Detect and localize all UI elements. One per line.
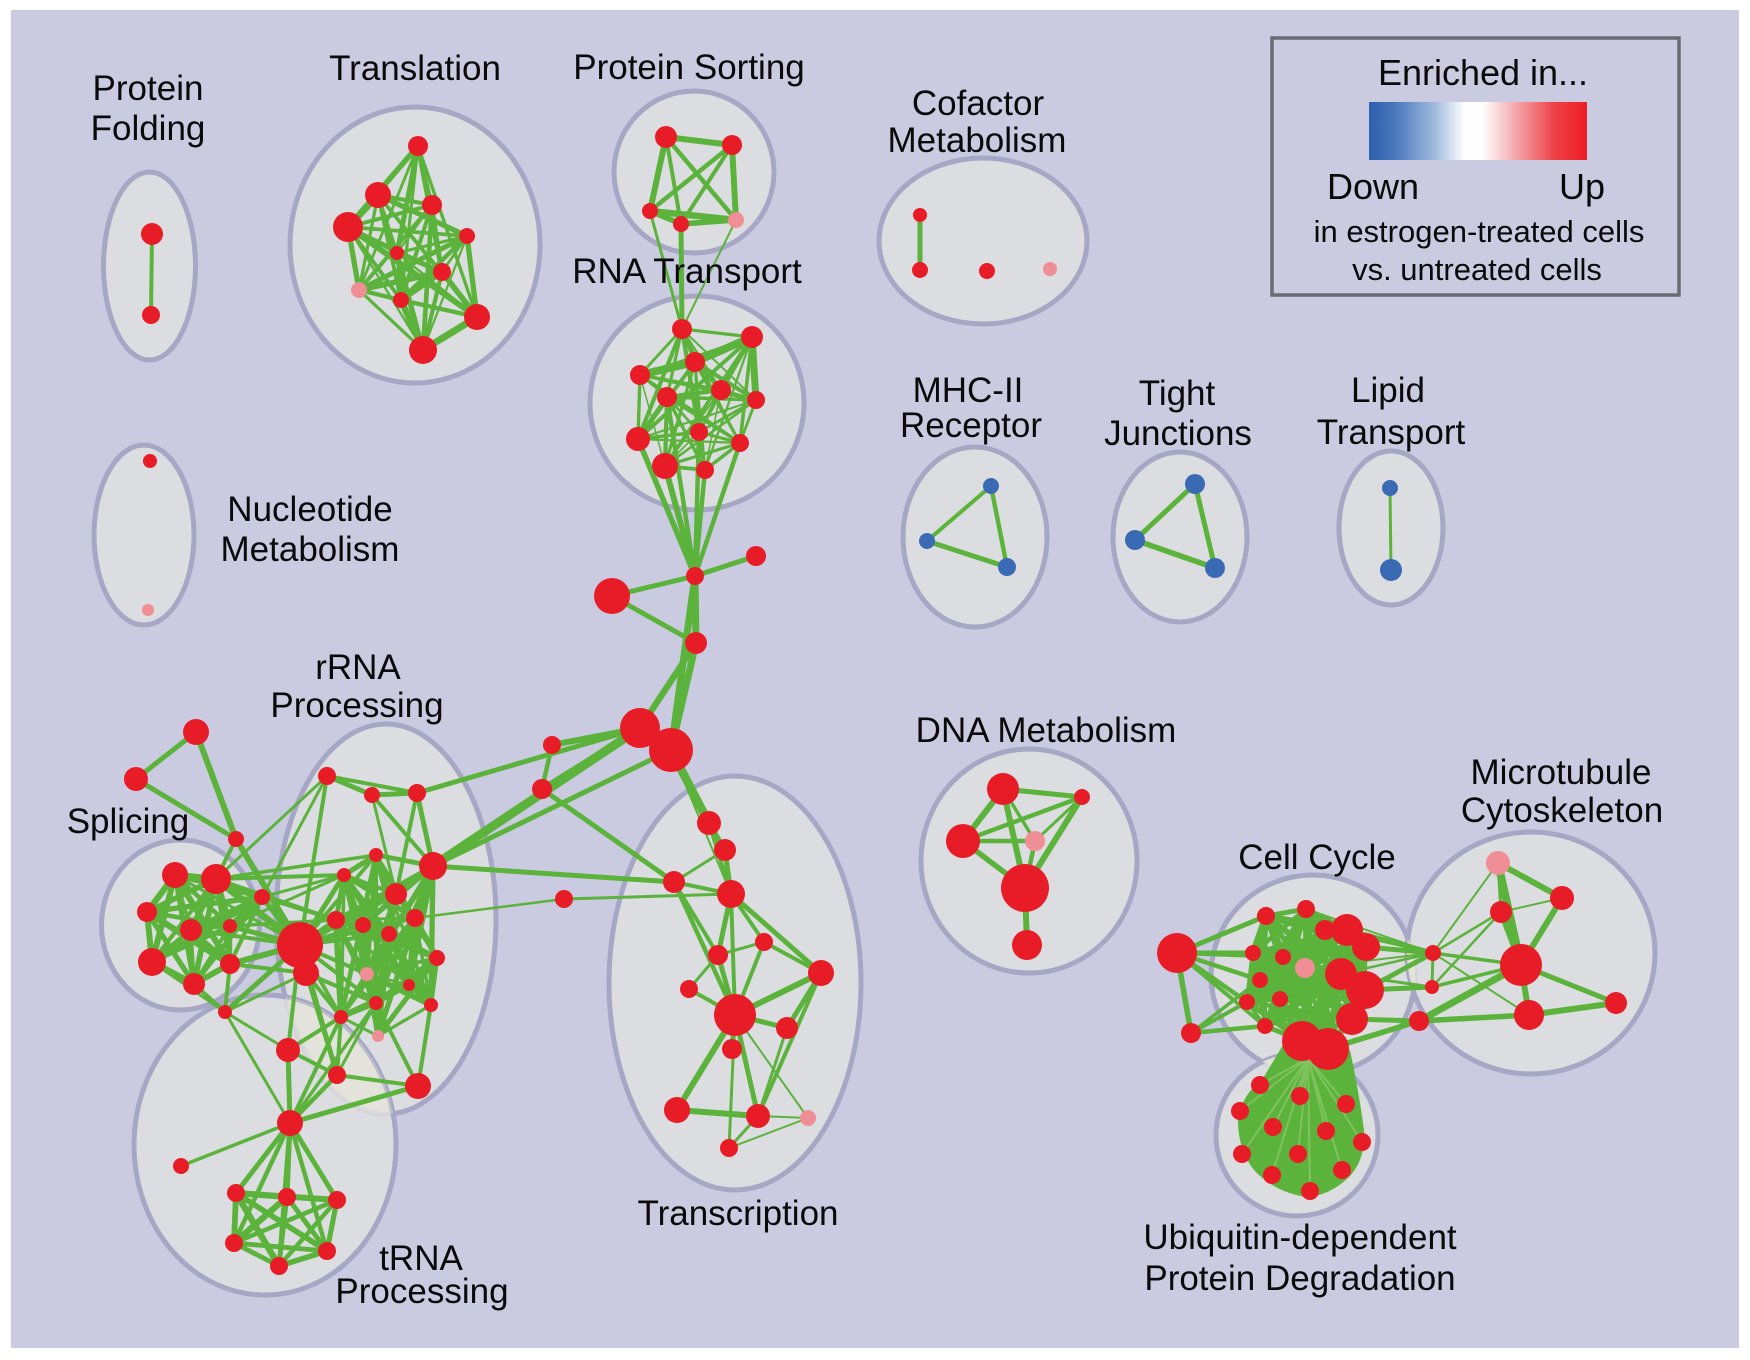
svg-text:Ubiquitin-dependent: Ubiquitin-dependent	[1143, 1218, 1457, 1257]
svg-text:Folding: Folding	[91, 109, 206, 148]
svg-text:Nucleotide: Nucleotide	[227, 490, 392, 529]
svg-text:Cofactor: Cofactor	[912, 84, 1045, 123]
svg-text:Junctions: Junctions	[1104, 414, 1252, 453]
svg-text:RNA Transport: RNA Transport	[572, 252, 802, 291]
svg-text:Cytoskeleton: Cytoskeleton	[1461, 791, 1663, 830]
svg-text:Metabolism: Metabolism	[221, 530, 400, 569]
svg-text:Splicing: Splicing	[67, 802, 190, 841]
svg-text:Transcription: Transcription	[638, 1194, 839, 1233]
svg-text:Translation: Translation	[329, 49, 501, 88]
svg-text:rRNA: rRNA	[315, 648, 401, 687]
svg-text:Protein: Protein	[93, 69, 204, 108]
svg-text:Down: Down	[1327, 166, 1419, 207]
svg-text:MHC-II: MHC-II	[913, 371, 1024, 410]
svg-text:Up: Up	[1559, 166, 1605, 207]
svg-text:DNA Metabolism: DNA Metabolism	[916, 711, 1177, 750]
svg-text:Processing: Processing	[335, 1272, 508, 1311]
svg-text:Enriched in...: Enriched in...	[1378, 52, 1588, 93]
svg-text:Receptor: Receptor	[900, 406, 1042, 445]
svg-text:Microtubule: Microtubule	[1471, 753, 1652, 792]
svg-text:tRNA: tRNA	[379, 1239, 463, 1278]
svg-text:Protein Degradation: Protein Degradation	[1144, 1259, 1455, 1298]
svg-text:Metabolism: Metabolism	[888, 121, 1067, 160]
svg-text:Tight: Tight	[1139, 374, 1216, 413]
svg-text:in estrogen-treated cells: in estrogen-treated cells	[1314, 214, 1645, 249]
svg-text:Processing: Processing	[270, 686, 443, 725]
svg-text:Cell Cycle: Cell Cycle	[1238, 838, 1396, 877]
svg-text:Transport: Transport	[1317, 413, 1466, 452]
svg-text:Lipid: Lipid	[1351, 371, 1425, 410]
svg-text:vs. untreated cells: vs. untreated cells	[1352, 252, 1602, 287]
svg-text:Protein Sorting: Protein Sorting	[573, 48, 805, 87]
